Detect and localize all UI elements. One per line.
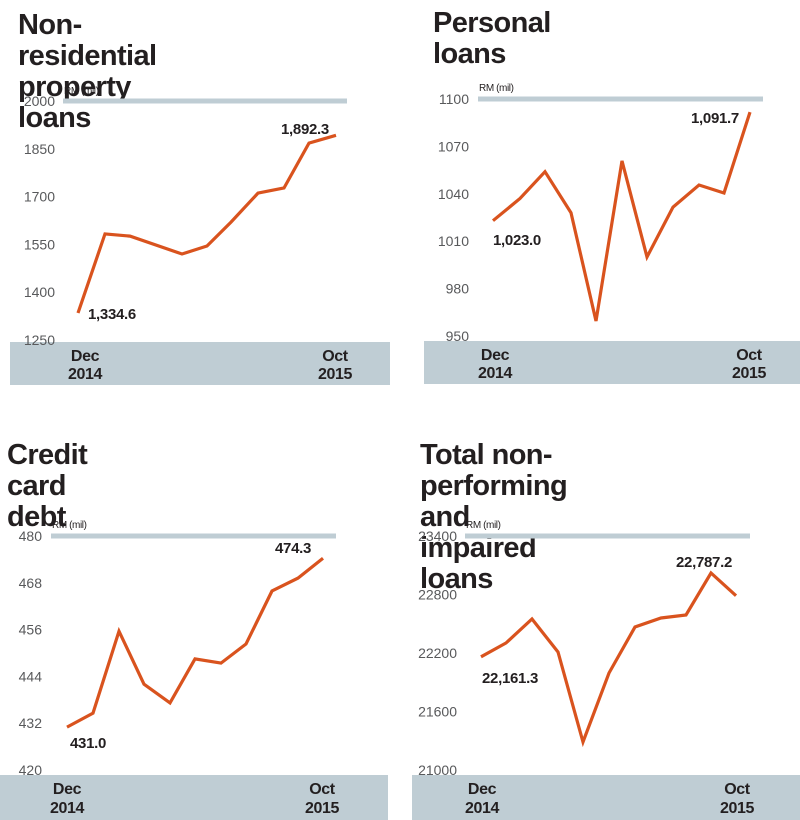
x-tick-month: Dec	[468, 781, 497, 798]
data-line	[66, 556, 324, 729]
x-tick-month: Dec	[481, 347, 510, 364]
chart-title: Personal loans	[433, 7, 551, 70]
y-tick-label: 2000	[24, 93, 55, 109]
x-tick-year: 2014	[478, 365, 512, 382]
x-tick-year: 2015	[732, 365, 766, 382]
x-tick-month: Dec	[53, 781, 82, 798]
y-tick-label: 1700	[24, 189, 55, 205]
y-tick-label: 1400	[24, 284, 55, 300]
y-tick-label: 21600	[418, 704, 457, 720]
chart-title: Credit card debt	[7, 439, 88, 533]
x-tick-year: 2015	[318, 366, 352, 383]
y-tick-label: 420	[19, 762, 43, 778]
chart-title: Non-residential property loans	[18, 9, 157, 134]
y-tick-label: 1100	[439, 91, 469, 107]
data-label: 1,091.7	[691, 110, 739, 127]
x-tick-year: 2014	[465, 800, 499, 817]
y-tick-label: 480	[19, 528, 43, 544]
x-tick-year: 2015	[305, 800, 339, 817]
x-tick-month: Oct	[724, 781, 751, 798]
y-tick-label: 23400	[418, 528, 457, 544]
data-label: 431.0	[70, 735, 106, 752]
y-tick-label: 456	[19, 622, 43, 638]
data-label: 22,787.2	[676, 554, 732, 571]
x-tick-month: Oct	[736, 347, 763, 364]
data-line	[76, 133, 337, 314]
y-tick-label: 444	[19, 668, 43, 684]
x-tick-year: 2014	[68, 366, 102, 383]
data-line	[491, 111, 752, 322]
x-tick-month: Dec	[71, 348, 100, 365]
y-tick-label: 468	[19, 575, 43, 591]
data-label: 1,892.3	[281, 121, 329, 138]
unit-label: RM (mil)	[479, 83, 514, 94]
y-tick-label: 950	[446, 328, 470, 344]
y-tick-label: 1550	[24, 236, 55, 252]
top-gridline	[465, 533, 750, 539]
data-label: 1,023.0	[493, 232, 541, 249]
top-gridline	[478, 96, 763, 102]
y-tick-label: 980	[446, 281, 470, 297]
x-axis-band	[424, 341, 800, 384]
y-tick-label: 1010	[438, 233, 469, 249]
y-tick-label: 22800	[418, 587, 457, 603]
x-tick-month: Oct	[322, 348, 349, 365]
x-tick-year: 2014	[50, 800, 84, 817]
x-tick-month: Oct	[309, 781, 336, 798]
x-axis-band	[0, 775, 388, 820]
top-gridline	[63, 98, 347, 104]
y-tick-label: 21000	[418, 762, 457, 778]
x-axis-band	[10, 342, 390, 385]
y-tick-label: 1250	[24, 332, 55, 348]
y-tick-label: 1850	[24, 141, 55, 157]
top-gridline	[51, 533, 336, 539]
data-label: 1,334.6	[88, 306, 136, 323]
data-label: 474.3	[275, 540, 311, 557]
data-label: 22,161.3	[482, 670, 538, 687]
unit-label: RM (mil)	[64, 86, 99, 97]
y-tick-label: 432	[19, 715, 43, 731]
x-tick-year: 2015	[720, 800, 754, 817]
y-tick-label: 1040	[438, 186, 469, 202]
data-line	[480, 570, 738, 748]
x-axis-band	[412, 775, 800, 820]
unit-label: RM (mil)	[52, 520, 87, 531]
unit-label: RM (mil)	[466, 520, 501, 531]
y-tick-label: 1070	[438, 138, 469, 154]
y-tick-label: 22200	[418, 645, 457, 661]
